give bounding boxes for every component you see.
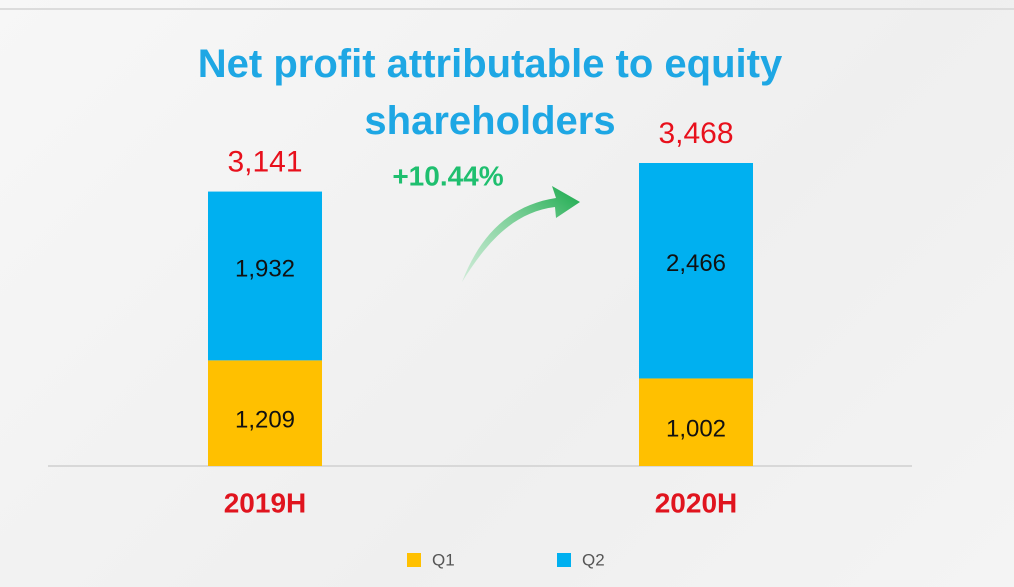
growth-annotation: +10.44%	[392, 160, 503, 191]
segment-label: 1,002	[666, 416, 726, 443]
chart-title: Net profit attributable to equity shareh…	[197, 42, 783, 143]
legend-swatch	[407, 553, 421, 567]
bar-segment	[208, 360, 322, 466]
legend-label: Q2	[582, 550, 605, 569]
legend-label: Q1	[432, 550, 455, 569]
legend-swatch	[557, 553, 571, 567]
segment-label: 2,466	[666, 250, 726, 277]
growth-arrow	[462, 186, 580, 282]
segment-label: 1,932	[235, 255, 295, 282]
bar-segment	[208, 191, 322, 361]
segment-label: 1,209	[235, 407, 295, 434]
category-label: 2020H	[655, 487, 738, 518]
total-label: 3,141	[227, 145, 302, 178]
category-label: 2019H	[224, 487, 307, 518]
total-label: 3,468	[658, 117, 733, 150]
bar-segment	[639, 163, 753, 379]
frame	[0, 8, 1014, 587]
bar-segment	[639, 378, 753, 466]
